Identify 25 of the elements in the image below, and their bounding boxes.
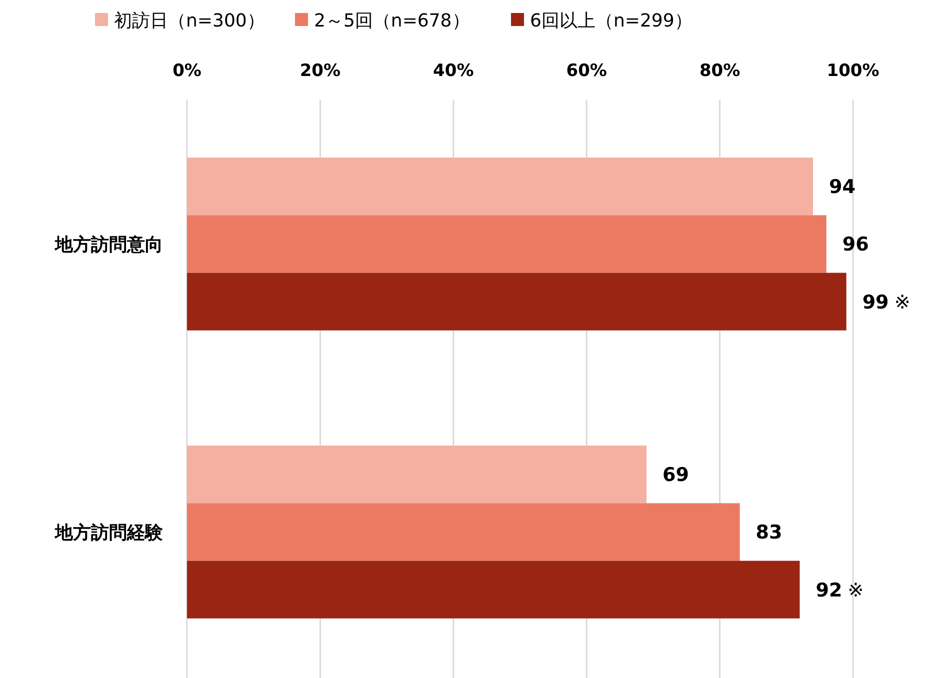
annotation: ※ xyxy=(848,579,864,602)
data-label: 99 xyxy=(862,291,889,314)
x-tick-label: 40% xyxy=(433,61,474,81)
bar xyxy=(187,215,826,273)
data-label: 92 xyxy=(816,579,842,602)
bar xyxy=(187,158,814,216)
x-tick-label: 0% xyxy=(172,61,202,81)
x-tick-label: 80% xyxy=(699,61,740,81)
legend-label: 6回以上（n=299） xyxy=(530,10,692,32)
x-tick-label: 60% xyxy=(566,61,607,81)
legend-label: 初訪日（n=300） xyxy=(114,10,265,32)
data-label: 83 xyxy=(756,522,782,544)
bar xyxy=(187,272,846,330)
data-label: 69 xyxy=(662,464,689,486)
text: ※ xyxy=(894,291,910,314)
data-label: 96 xyxy=(842,234,869,256)
data-label: 94 xyxy=(829,176,856,198)
y-tick-label: 地方訪問意向 xyxy=(54,234,163,256)
bar xyxy=(187,446,647,504)
legend-label: 2～5回（n=678） xyxy=(314,10,470,32)
y-tick-label: 地方訪問経験 xyxy=(54,522,164,544)
x-tick-label: 100% xyxy=(826,61,880,81)
bar xyxy=(187,503,740,561)
x-tick-label: 20% xyxy=(300,61,341,81)
bar xyxy=(187,560,800,618)
